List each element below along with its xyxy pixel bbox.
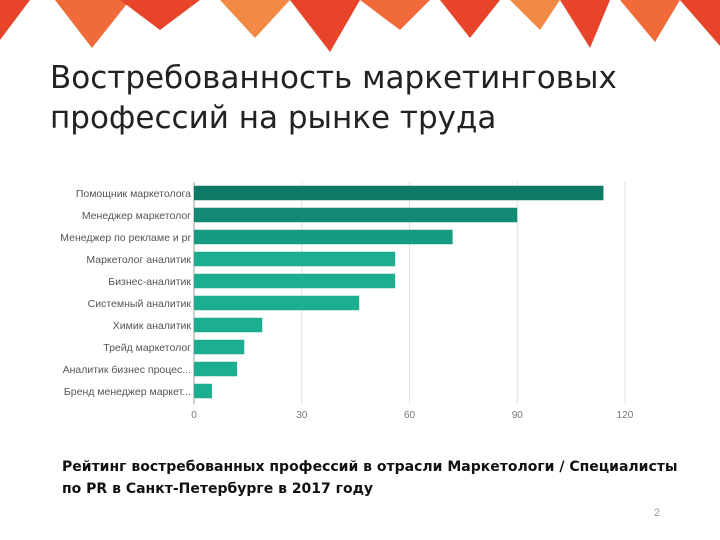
caption-line: Рейтинг востребованных профессий в отрас… [62, 459, 678, 475]
triangle-shape [680, 0, 720, 46]
x-tick-label: 0 [191, 410, 197, 421]
triangle-shape [360, 0, 430, 30]
page-number: 2 [654, 507, 661, 519]
caption-line: по PR в Санкт-Петербурге в 2017 году [62, 481, 374, 497]
x-tick-label: 30 [296, 410, 308, 421]
decorative-banner [0, 0, 720, 52]
bar [194, 207, 518, 223]
triangle-shape [120, 0, 200, 30]
y-tick-label: Бренд менеджер маркет... [64, 386, 191, 398]
y-tick-label: Аналитик бизнес процес... [63, 364, 191, 376]
y-tick-label: Помощник маркетолога [76, 188, 191, 200]
bar [194, 295, 360, 311]
bar [194, 185, 604, 201]
y-tick-label: Бизнес-аналитик [108, 276, 191, 288]
bar [194, 229, 453, 245]
triangle-shape [440, 0, 500, 38]
triangle-shape [560, 0, 610, 48]
bar [194, 273, 396, 289]
bar [194, 251, 396, 267]
y-tick-label: Системный аналитик [88, 298, 192, 310]
page-title: Востребованность маркетинговых профессий… [50, 58, 690, 138]
triangle-shape [0, 0, 30, 40]
triangle-shape [620, 0, 680, 42]
triangle-shape [290, 0, 360, 52]
triangle-shape [55, 0, 130, 48]
title-line: профессий на рынке труда [50, 100, 497, 136]
bar [194, 339, 245, 355]
title-line: Востребованность маркетинговых [50, 60, 617, 96]
y-tick-label: Менеджер по рекламе и pr [60, 232, 191, 244]
y-tick-label: Химик аналитик [113, 320, 192, 332]
x-tick-label: 90 [512, 410, 524, 421]
y-tick-label: Маркетолог аналитик [86, 254, 191, 266]
bar [194, 383, 212, 399]
x-tick-label: 60 [404, 410, 416, 421]
y-tick-label: Трейд маркетолог [103, 342, 191, 354]
triangle-shape [220, 0, 290, 38]
x-tick-label: 120 [617, 410, 634, 421]
y-tick-label: Менеджер маркетолог [82, 210, 191, 222]
chart-caption: Рейтинг востребованных профессий в отрас… [62, 456, 682, 500]
bar [194, 317, 263, 333]
bar [194, 361, 238, 377]
triangle-shape [510, 0, 560, 30]
